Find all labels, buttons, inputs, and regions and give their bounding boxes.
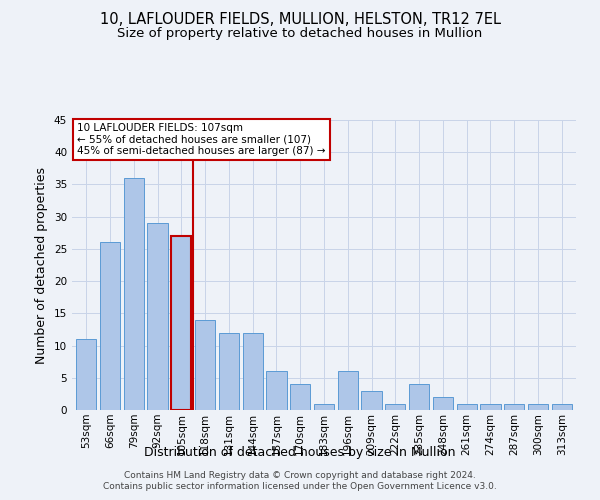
Bar bbox=[457, 404, 477, 410]
Bar bbox=[195, 320, 215, 410]
Text: Contains public sector information licensed under the Open Government Licence v3: Contains public sector information licen… bbox=[103, 482, 497, 491]
Bar bbox=[266, 372, 287, 410]
Bar bbox=[409, 384, 429, 410]
Text: Contains HM Land Registry data © Crown copyright and database right 2024.: Contains HM Land Registry data © Crown c… bbox=[124, 471, 476, 480]
Bar bbox=[504, 404, 524, 410]
Bar bbox=[219, 332, 239, 410]
Bar bbox=[242, 332, 263, 410]
Bar bbox=[528, 404, 548, 410]
Bar bbox=[385, 404, 406, 410]
Bar bbox=[551, 404, 572, 410]
Bar bbox=[124, 178, 144, 410]
Bar bbox=[314, 404, 334, 410]
Text: 10, LAFLOUDER FIELDS, MULLION, HELSTON, TR12 7EL: 10, LAFLOUDER FIELDS, MULLION, HELSTON, … bbox=[100, 12, 500, 28]
Bar bbox=[100, 242, 120, 410]
Bar bbox=[148, 223, 167, 410]
Bar bbox=[361, 390, 382, 410]
Bar bbox=[76, 339, 97, 410]
Bar bbox=[433, 397, 453, 410]
Text: Distribution of detached houses by size in Mullion: Distribution of detached houses by size … bbox=[144, 446, 456, 459]
Bar bbox=[338, 372, 358, 410]
Bar bbox=[171, 236, 191, 410]
Bar bbox=[481, 404, 500, 410]
Bar bbox=[290, 384, 310, 410]
Text: Size of property relative to detached houses in Mullion: Size of property relative to detached ho… bbox=[118, 28, 482, 40]
Text: 10 LAFLOUDER FIELDS: 107sqm
← 55% of detached houses are smaller (107)
45% of se: 10 LAFLOUDER FIELDS: 107sqm ← 55% of det… bbox=[77, 123, 326, 156]
Y-axis label: Number of detached properties: Number of detached properties bbox=[35, 166, 49, 364]
